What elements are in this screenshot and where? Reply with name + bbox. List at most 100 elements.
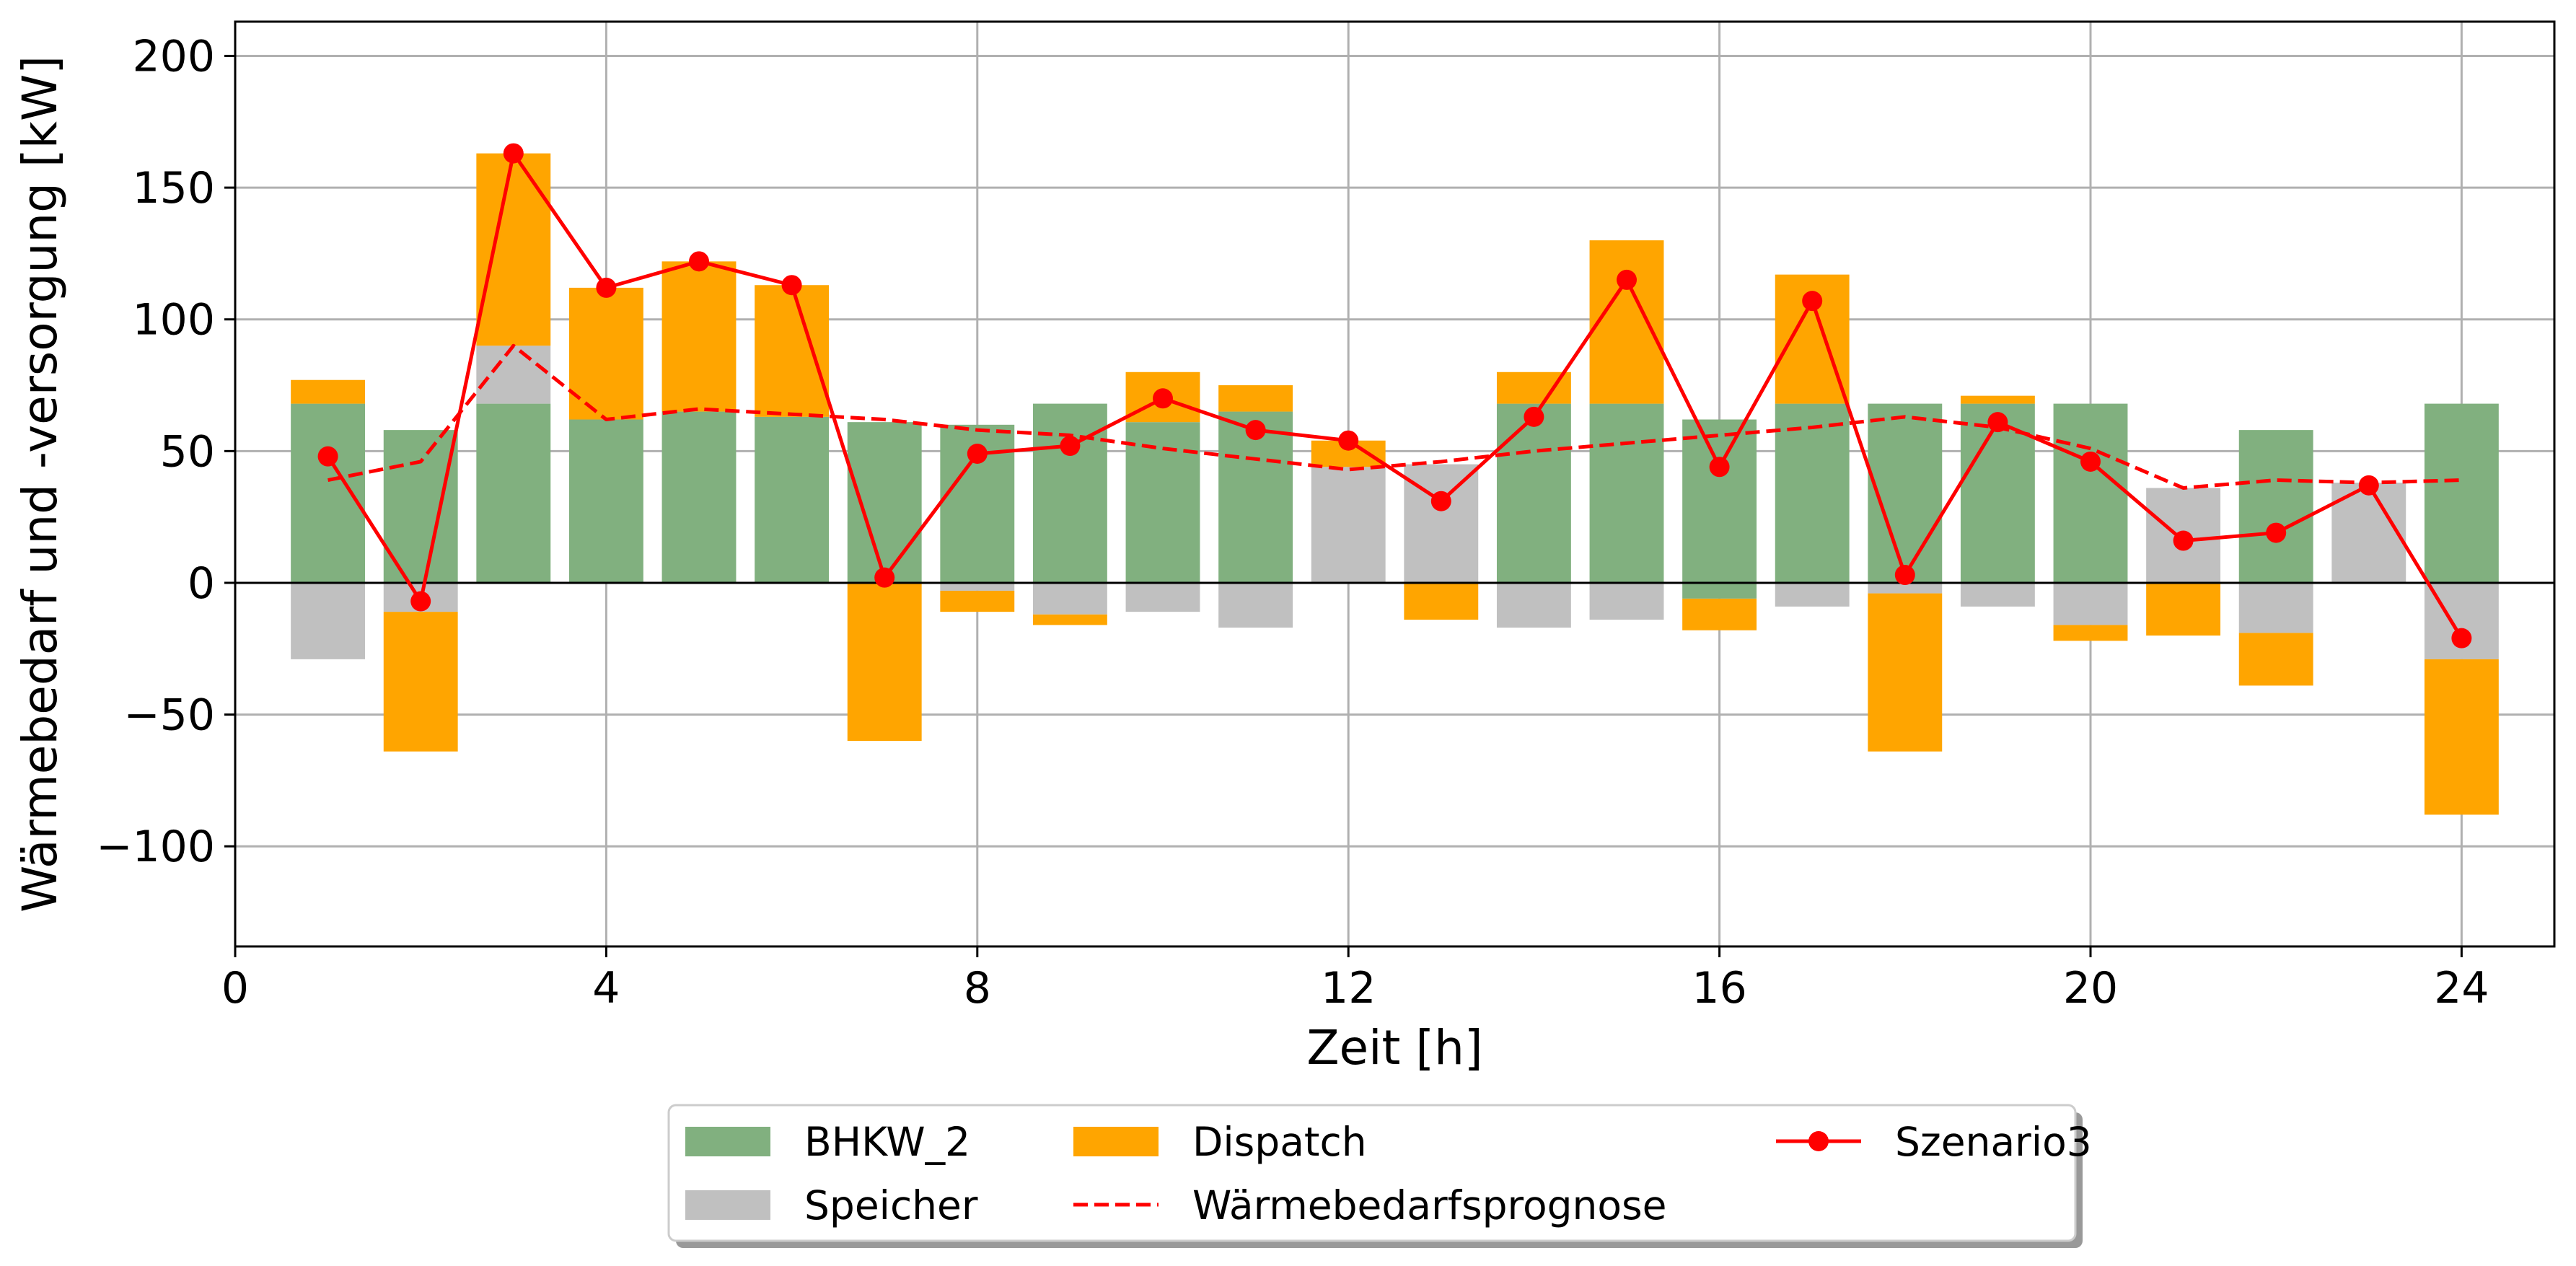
x-tick-label: 20 (2063, 963, 2118, 1014)
bar-bhkw-2 (2238, 430, 2313, 583)
bar-speicher (1589, 582, 1664, 620)
legend: BHKW_2 Speicher Dispatch Wärmebedarfsprogno… (667, 1104, 2092, 1248)
bar-speicher (291, 582, 366, 659)
x-tick-label: 12 (1321, 963, 1376, 1014)
plot-frame (234, 20, 2556, 948)
bar-dispatch (2238, 633, 2313, 686)
bar-bhkw-2 (291, 403, 366, 583)
bar-bhkw-2 (1589, 403, 1664, 583)
bar-bhkw-2 (1868, 403, 1943, 583)
legend-label-dispatch: Dispatch (1192, 1119, 1367, 1165)
marker-szenario3 (1153, 388, 1173, 409)
y-tick-label: −100 (96, 822, 215, 872)
bar-bhkw-2 (755, 416, 830, 583)
bar-bhkw-2 (847, 422, 922, 583)
bar-speicher (1125, 582, 1200, 612)
bar-dispatch (476, 153, 551, 346)
marker-szenario3 (1338, 430, 1359, 451)
bar-dispatch (847, 582, 922, 742)
bar-dispatch (2146, 582, 2221, 636)
legend-label-bhkw-2: BHKW_2 (804, 1119, 970, 1165)
marker-szenario3 (1617, 269, 1637, 290)
marker-szenario3 (1894, 565, 1915, 586)
bar-speicher (2238, 582, 2313, 633)
marker-szenario3 (874, 567, 895, 588)
bar-speicher (1218, 582, 1293, 628)
marker-szenario3 (1709, 457, 1730, 478)
bar-layer (291, 153, 2499, 815)
bar-bhkw-2 (1682, 582, 1757, 599)
bar-bhkw-2 (383, 430, 458, 583)
bar-speicher (2053, 582, 2128, 625)
bar-speicher (1868, 582, 1943, 594)
bar-bhkw-2 (1125, 422, 1200, 583)
x-axis-label: Zeit [h] (1306, 1020, 1482, 1076)
x-tick-label: 16 (1692, 963, 1746, 1014)
bar-speicher (1032, 582, 1107, 615)
marker-szenario3 (503, 143, 524, 164)
marker-szenario3 (1060, 436, 1081, 457)
bar-dispatch (1589, 240, 1664, 404)
x-tick-label: 24 (2434, 963, 2489, 1014)
bar-bhkw-2 (2053, 403, 2128, 583)
y-tick-label: 200 (132, 31, 215, 82)
legend-swatch-speicher (685, 1190, 770, 1220)
bar-bhkw-2 (1218, 411, 1293, 583)
bar-speicher (1311, 467, 1386, 583)
bar-dispatch (940, 590, 1015, 612)
bar-dispatch (1218, 385, 1293, 412)
bar-bhkw-2 (568, 419, 643, 583)
y-tick-label: −50 (123, 690, 215, 741)
bar-dispatch (1960, 395, 2035, 404)
marker-szenario3 (2266, 522, 2287, 543)
y-axis-label: Wärmebedarf und -versorgung [kW] (12, 56, 68, 913)
bar-speicher (1960, 582, 2035, 607)
bar-dispatch (2053, 625, 2128, 641)
bar-dispatch (1868, 593, 1943, 752)
bar-speicher (1775, 582, 1850, 607)
x-tick-label: 4 (592, 963, 620, 1014)
bar-bhkw-2 (1682, 419, 1757, 583)
axis-ticks: 0 4 8 12 16 20 24 −100 −50 0 50 100 150 200 (96, 31, 2489, 1014)
x-tick-label: 0 (221, 963, 249, 1014)
bar-dispatch (1404, 582, 1479, 620)
bar-dispatch (291, 379, 366, 404)
bar-dispatch (383, 612, 458, 752)
legend-label-w-rmebedarfsprognose: Wärmebedarfsprognose (1192, 1182, 1667, 1228)
marker-szenario3 (2451, 628, 2472, 649)
bar-dispatch (568, 287, 643, 420)
bar-dispatch (661, 261, 737, 412)
bar-dispatch (1682, 598, 1757, 630)
y-tick-label: 100 (132, 295, 215, 346)
marker-szenario3 (781, 275, 802, 296)
bar-bhkw-2 (1496, 403, 1571, 583)
marker-szenario3 (2173, 530, 2194, 551)
marker-szenario3 (317, 446, 338, 467)
bar-bhkw-2 (661, 411, 737, 583)
bar-dispatch (755, 285, 830, 417)
line-szenario3 (326, 151, 2463, 639)
bar-bhkw-2 (2424, 403, 2499, 583)
legend-marker-szenario3 (1808, 1131, 1829, 1151)
bar-speicher (940, 582, 1015, 591)
marker-szenario3 (2080, 451, 2101, 472)
legend-label-szenario3: Szenario3 (1895, 1119, 2092, 1165)
legend-label-speicher: Speicher (804, 1182, 978, 1228)
marker-szenario3 (2358, 475, 2379, 496)
bar-dispatch (1032, 614, 1107, 625)
marker-szenario3 (1524, 406, 1544, 427)
y-tick-label: 0 (188, 558, 215, 609)
legend-box (667, 1104, 2077, 1242)
marker-szenario3 (410, 591, 431, 612)
bar-speicher (476, 346, 551, 404)
x-tick-label: 8 (964, 963, 991, 1014)
bar-bhkw-2 (476, 403, 551, 583)
marker-szenario3 (1802, 291, 1823, 312)
y-tick-label: 50 (160, 426, 215, 477)
legend-swatch-bhkw-2 (685, 1127, 770, 1156)
line-w-rmebedarfsprognose (328, 343, 2462, 490)
marker-szenario3 (596, 277, 617, 298)
y-tick-label: 150 (132, 163, 215, 214)
marker-szenario3 (1430, 491, 1451, 511)
